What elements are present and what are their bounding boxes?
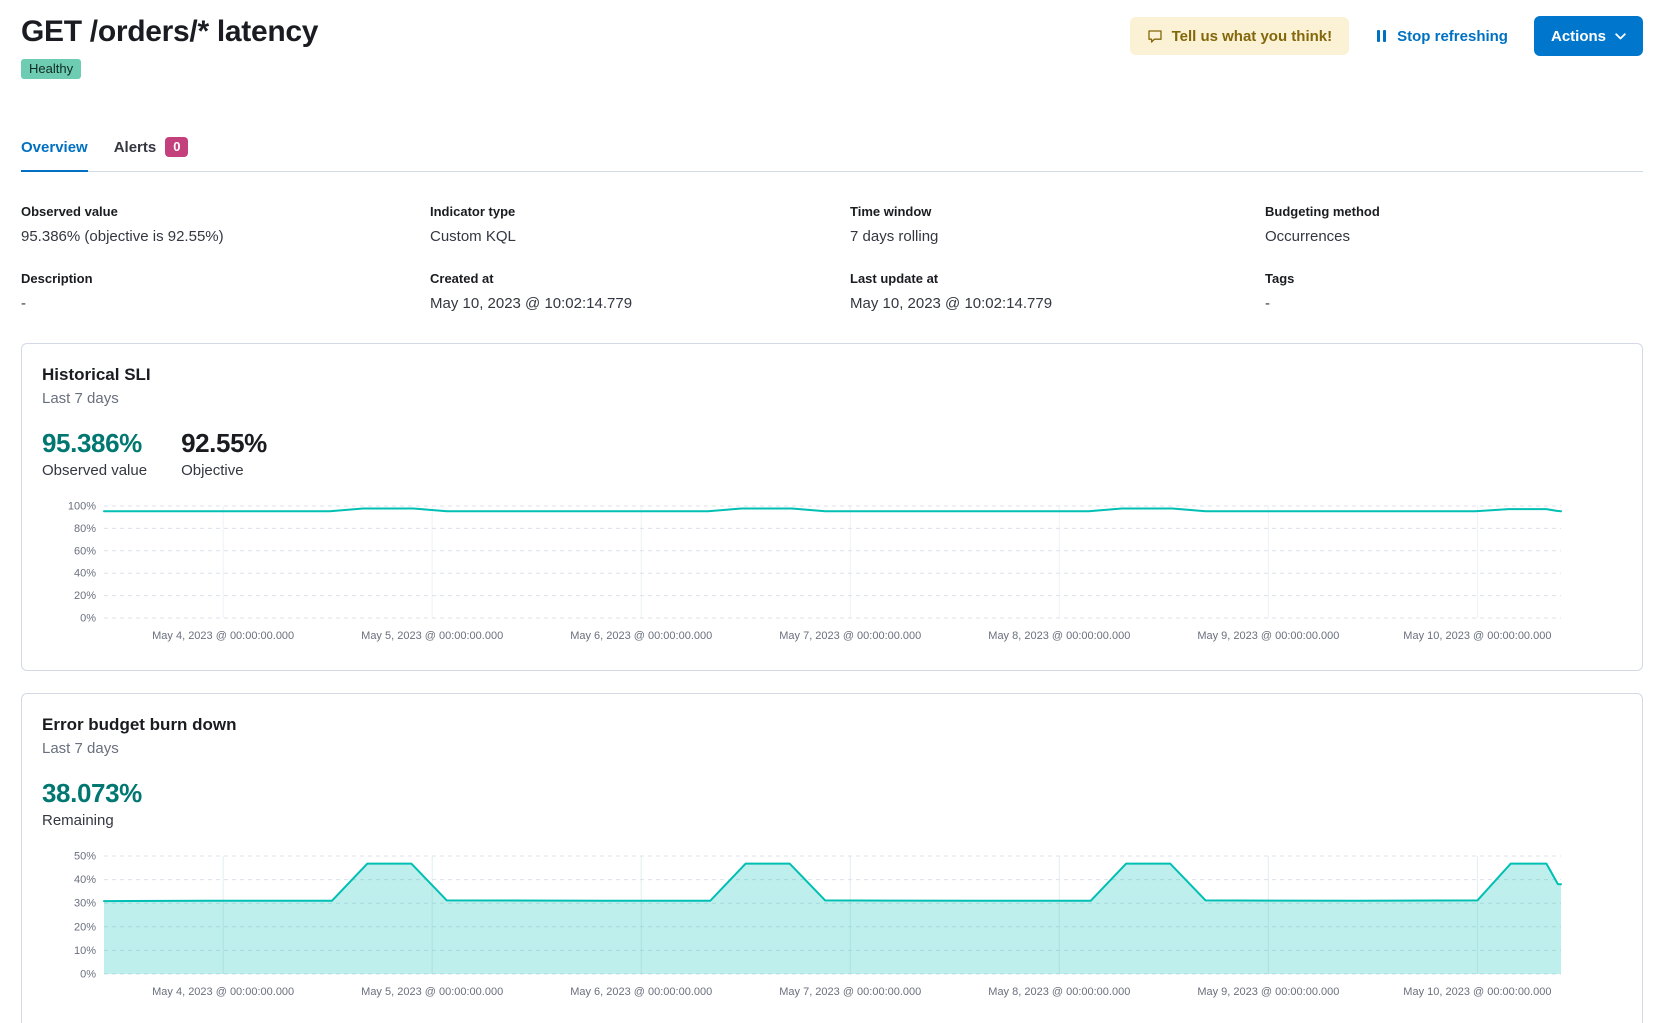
field-created-at: Created at May 10, 2023 @ 10:02:14.779: [430, 271, 633, 312]
tabs: Overview Alerts 0: [21, 137, 1643, 172]
field-observed-value: Observed value 95.386% (objective is 92.…: [21, 204, 224, 245]
svg-text:May 10, 2023 @ 00:00:00.000: May 10, 2023 @ 00:00:00.000: [1403, 630, 1551, 642]
svg-text:20%: 20%: [74, 921, 96, 933]
svg-text:10%: 10%: [74, 945, 96, 957]
page-title: GET /orders/* latency: [21, 15, 319, 48]
feedback-button-label: Tell us what you think!: [1171, 27, 1333, 45]
stop-refreshing-button[interactable]: Stop refreshing: [1375, 17, 1508, 55]
svg-text:50%: 50%: [74, 851, 96, 863]
historical-sli-subtitle: Last 7 days: [42, 390, 119, 407]
error-budget-panel: Error budget burn down Last 7 days 38.07…: [21, 693, 1643, 1023]
error-budget-subtitle: Last 7 days: [42, 740, 119, 757]
svg-text:May 6, 2023 @ 00:00:00.000: May 6, 2023 @ 00:00:00.000: [570, 630, 712, 642]
historical-sli-panel: Historical SLI Last 7 days 95.386% Obser…: [21, 343, 1643, 671]
svg-text:May 7, 2023 @ 00:00:00.000: May 7, 2023 @ 00:00:00.000: [779, 986, 921, 998]
svg-text:May 10, 2023 @ 00:00:00.000: May 10, 2023 @ 00:00:00.000: [1403, 986, 1551, 998]
pause-icon: [1377, 30, 1387, 42]
page-header: GET /orders/* latency Healthy Tell us wh…: [21, 14, 1643, 79]
page-header-actions: Tell us what you think! Stop refreshing …: [1129, 16, 1643, 56]
alerts-count-badge: 0: [165, 137, 189, 157]
svg-text:May 8, 2023 @ 00:00:00.000: May 8, 2023 @ 00:00:00.000: [988, 986, 1130, 998]
svg-text:May 5, 2023 @ 00:00:00.000: May 5, 2023 @ 00:00:00.000: [361, 630, 503, 642]
svg-text:100%: 100%: [68, 501, 96, 513]
field-time-window: Time window 7 days rolling: [850, 204, 939, 245]
error-budget-stats: 38.073% Remaining: [42, 778, 1622, 831]
svg-text:40%: 40%: [74, 874, 96, 886]
svg-text:May 8, 2023 @ 00:00:00.000: May 8, 2023 @ 00:00:00.000: [988, 630, 1130, 642]
status-badge: Healthy: [21, 59, 82, 79]
historical-sli-chart[interactable]: 0% 20% 40% 60% 80% 100% May 4, 2023 @ 00:00:00…: [42, 498, 1562, 650]
stat-remaining: 38.073% Remaining: [42, 778, 142, 829]
tab-overview-label: Overview: [21, 138, 88, 156]
field-tags: Tags -: [1265, 271, 1295, 312]
field-description: Description -: [21, 271, 93, 312]
tab-overview[interactable]: Overview: [21, 137, 88, 172]
svg-text:May 7, 2023 @ 00:00:00.000: May 7, 2023 @ 00:00:00.000: [779, 630, 921, 642]
svg-text:0%: 0%: [80, 969, 96, 981]
tab-alerts-label: Alerts: [113, 138, 157, 156]
svg-text:80%: 80%: [74, 523, 96, 535]
stop-refreshing-label: Stop refreshing: [1397, 27, 1508, 45]
actions-button-label: Actions: [1550, 27, 1606, 45]
svg-text:May 5, 2023 @ 00:00:00.000: May 5, 2023 @ 00:00:00.000: [361, 986, 503, 998]
svg-text:40%: 40%: [74, 568, 96, 580]
svg-text:30%: 30%: [74, 898, 96, 910]
historical-sli-title: Historical SLI: [42, 365, 151, 384]
speech-bubble-icon: [1147, 30, 1162, 43]
stat-objective: 92.55% Objective: [181, 428, 267, 479]
feedback-button[interactable]: Tell us what you think!: [1129, 17, 1350, 55]
error-budget-title: Error budget burn down: [42, 715, 237, 734]
tab-alerts[interactable]: Alerts 0: [114, 137, 189, 172]
svg-text:May 4, 2023 @ 00:00:00.000: May 4, 2023 @ 00:00:00.000: [152, 986, 294, 998]
field-last-update-at: Last update at May 10, 2023 @ 10:02:14.7…: [850, 271, 1053, 312]
svg-text:May 9, 2023 @ 00:00:00.000: May 9, 2023 @ 00:00:00.000: [1197, 986, 1339, 998]
stat-observed-value: 95.386% Observed value: [42, 428, 148, 479]
actions-button[interactable]: Actions: [1533, 16, 1643, 56]
svg-text:0%: 0%: [80, 613, 96, 625]
page-header-left: GET /orders/* latency Healthy: [21, 14, 318, 79]
svg-text:May 9, 2023 @ 00:00:00.000: May 9, 2023 @ 00:00:00.000: [1197, 630, 1339, 642]
chevron-down-icon: [1615, 32, 1626, 39]
historical-sli-stats: 95.386% Observed value 92.55% Objective: [42, 428, 1622, 481]
svg-text:60%: 60%: [74, 545, 96, 557]
slo-definition-list: Observed value 95.386% (objective is 92.…: [21, 203, 1643, 314]
field-budgeting-method: Budgeting method Occurrences: [1265, 204, 1380, 245]
error-budget-burn-down-chart[interactable]: 0% 10% 20% 30% 40% 50% May 4, 2023 @ 00:00:00.…: [42, 848, 1562, 1010]
svg-text:May 4, 2023 @ 00:00:00.000: May 4, 2023 @ 00:00:00.000: [152, 630, 294, 642]
svg-text:20%: 20%: [74, 590, 96, 602]
field-indicator-type: Indicator type Custom KQL: [430, 204, 516, 245]
svg-text:May 6, 2023 @ 00:00:00.000: May 6, 2023 @ 00:00:00.000: [570, 986, 712, 998]
